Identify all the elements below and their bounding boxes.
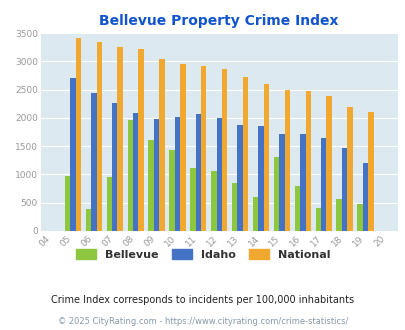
Bar xyxy=(252,197,258,231)
Bar xyxy=(320,138,326,231)
Bar xyxy=(299,134,305,231)
Bar xyxy=(96,42,102,231)
Bar xyxy=(159,59,164,231)
Bar xyxy=(153,119,159,231)
Text: Crime Index corresponds to incidents per 100,000 inhabitants: Crime Index corresponds to incidents per… xyxy=(51,295,354,305)
Bar xyxy=(211,171,216,231)
Bar xyxy=(279,134,284,231)
Bar xyxy=(284,89,289,231)
Text: © 2025 CityRating.com - https://www.cityrating.com/crime-statistics/: © 2025 CityRating.com - https://www.city… xyxy=(58,317,347,326)
Bar xyxy=(174,117,180,231)
Bar xyxy=(85,209,91,231)
Bar xyxy=(107,177,112,231)
Bar xyxy=(112,103,117,231)
Legend: Bellevue, Idaho, National: Bellevue, Idaho, National xyxy=(76,249,329,260)
Bar xyxy=(326,96,331,231)
Bar xyxy=(216,118,222,231)
Bar xyxy=(258,126,263,231)
Bar xyxy=(273,157,279,231)
Bar xyxy=(190,168,195,231)
Bar xyxy=(305,91,310,231)
Bar xyxy=(356,204,362,231)
Bar xyxy=(315,208,320,231)
Bar xyxy=(195,114,200,231)
Bar xyxy=(362,163,367,231)
Bar xyxy=(169,150,174,231)
Bar xyxy=(336,199,341,231)
Title: Bellevue Property Crime Index: Bellevue Property Crime Index xyxy=(99,14,338,28)
Bar xyxy=(75,38,81,231)
Bar xyxy=(132,113,138,231)
Bar xyxy=(70,78,75,231)
Bar xyxy=(242,77,248,231)
Bar xyxy=(346,107,352,231)
Bar xyxy=(237,125,242,231)
Bar xyxy=(200,66,206,231)
Bar xyxy=(65,176,70,231)
Bar xyxy=(341,148,346,231)
Bar xyxy=(222,69,227,231)
Bar xyxy=(148,141,153,231)
Bar xyxy=(91,93,96,231)
Bar xyxy=(138,50,143,231)
Bar xyxy=(231,183,237,231)
Bar xyxy=(180,64,185,231)
Bar xyxy=(263,84,269,231)
Bar xyxy=(294,186,299,231)
Bar xyxy=(127,119,132,231)
Bar xyxy=(367,112,373,231)
Bar xyxy=(117,47,123,231)
